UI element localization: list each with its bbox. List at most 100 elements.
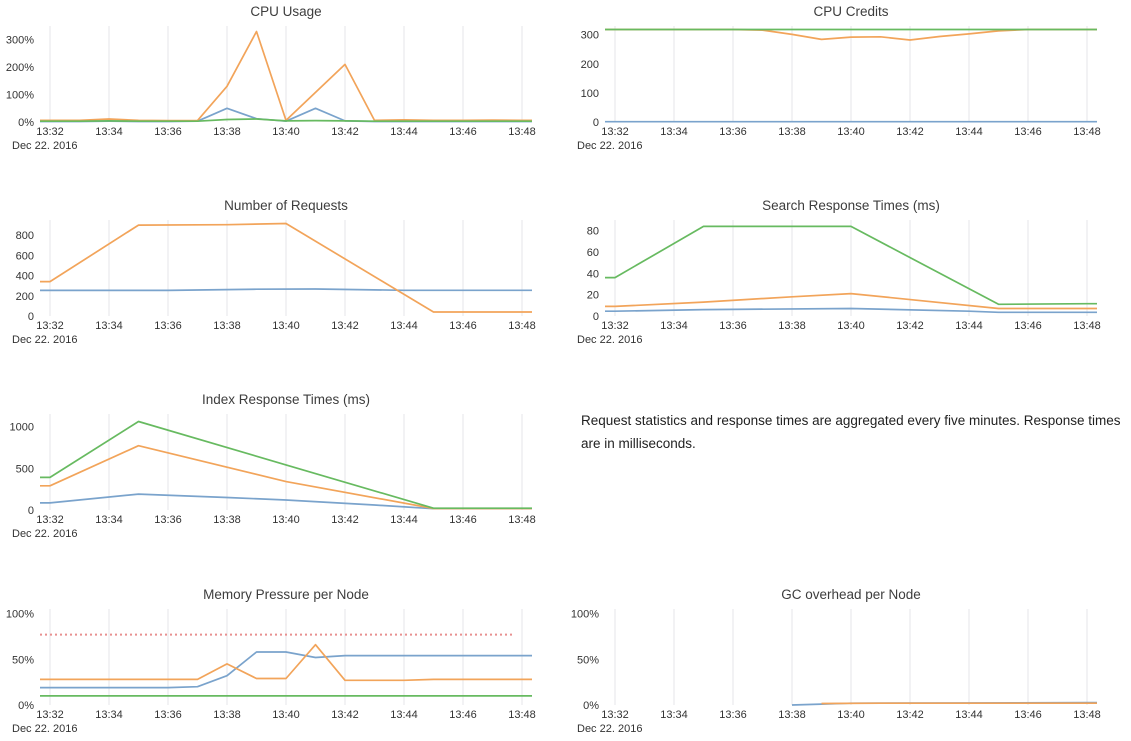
x-tick-label: 13:38: [213, 320, 241, 332]
series-line-blue: [40, 651, 532, 689]
x-tick-label: 13:44: [390, 514, 418, 526]
y-tick-label: 300: [581, 30, 599, 42]
x-tick-label: 13:46: [449, 320, 477, 332]
x-tick-label: 13:40: [272, 514, 300, 526]
panel-gc-overhead: GC overhead per Node 0% 50% 100% 13:32 13:34 1…: [565, 583, 1131, 741]
x-tick-label: 13:46: [449, 126, 477, 138]
x-tick-label: 13:48: [508, 709, 536, 721]
panel-cpu-usage: CPU Usage 0% 100% 200% 300% 13:32 13:34 13:36 13…: [0, 0, 565, 194]
y-tick-label: 40: [587, 268, 599, 280]
x-tick-label: 13:34: [95, 514, 123, 526]
panel-cpu-credits: CPU Credits 0 100 200 300 13:32 13:34 13:36 13:3…: [565, 0, 1131, 194]
x-tick-label: 13:48: [1073, 126, 1101, 138]
y-tick-label: 100%: [6, 90, 34, 102]
x-tick-label: 13:42: [896, 320, 924, 332]
chart-canvas[interactable]: GC overhead per Node 0% 50% 100% 13:32 13:34 1…: [565, 583, 1130, 739]
x-tick-label: 13:44: [955, 126, 983, 138]
series-line-green: [40, 420, 532, 510]
x-axis-date-label: Dec 22. 2016: [577, 723, 642, 735]
x-tick-label: 13:38: [778, 709, 806, 721]
y-tick-label: 50%: [577, 654, 599, 666]
x-tick-label: 13:38: [213, 709, 241, 721]
panel-number-of-requests: Number of Requests 0 200 400 600 800 13:32 13:3…: [0, 194, 565, 388]
y-tick-label: 500: [16, 463, 34, 475]
panel-index-response-times: Index Response Times (ms) 0 500 1000 13:32 13…: [0, 388, 565, 583]
x-tick-label: 13:34: [95, 709, 123, 721]
x-tick-label: 13:42: [331, 709, 359, 721]
gc-overhead-per-node-chart[interactable]: GC overhead per Node 0% 50% 100% 13:32 13:34 1…: [565, 583, 1130, 741]
x-axis-date-label: Dec 22. 2016: [12, 334, 77, 346]
x-tick-label: 13:34: [95, 320, 123, 332]
y-tick-label: 600: [16, 250, 34, 262]
y-tick-label: 60: [587, 247, 599, 259]
x-tick-label: 13:48: [1073, 320, 1101, 332]
x-tick-label: 13:46: [1014, 709, 1042, 721]
x-tick-label: 13:46: [1014, 320, 1042, 332]
chart-canvas[interactable]: Search Response Times (ms) 0 20 40 60 80 13:32…: [565, 194, 1130, 350]
x-tick-label: 13:36: [154, 126, 182, 138]
x-tick-label: 13:44: [390, 709, 418, 721]
x-tick-label: 13:34: [660, 709, 688, 721]
x-tick-label: 13:36: [154, 514, 182, 526]
x-tick-label: 13:32: [36, 514, 64, 526]
x-tick-label: 13:36: [154, 709, 182, 721]
chart-canvas[interactable]: Index Response Times (ms) 0 500 1000 13:32 13…: [0, 388, 565, 544]
y-tick-label: 100%: [571, 609, 599, 621]
memory-pressure-per-node-chart[interactable]: Memory Pressure per Node 0% 50% 100% 13:32 13…: [0, 583, 565, 741]
x-tick-label: 13:34: [95, 126, 123, 138]
series-line-green: [605, 225, 1097, 306]
x-tick-label: 13:40: [837, 709, 865, 721]
aggregation-note-text: Request statistics and response times ar…: [581, 413, 1121, 451]
y-tick-label: 50%: [12, 654, 34, 666]
cpu-credits-chart[interactable]: CPU Credits 0 100 200 300 13:32 13:34 13:36 13:3…: [565, 0, 1130, 158]
x-tick-label: 13:44: [955, 320, 983, 332]
x-tick-label: 13:32: [36, 709, 64, 721]
panel-note: Request statistics and response times ar…: [565, 388, 1131, 583]
x-tick-label: 13:34: [660, 320, 688, 332]
x-axis-date-label: Dec 22. 2016: [577, 140, 642, 152]
x-tick-label: 13:32: [601, 320, 629, 332]
y-tick-label: 100%: [6, 609, 34, 621]
y-tick-label: 0: [593, 117, 599, 129]
chart-title: Search Response Times (ms): [762, 198, 940, 213]
x-tick-label: 13:40: [837, 126, 865, 138]
y-tick-label: 0%: [18, 700, 34, 712]
chart-canvas[interactable]: CPU Credits 0 100 200 300 13:32 13:34 13:36 13:3…: [565, 0, 1130, 156]
x-tick-label: 13:44: [390, 320, 418, 332]
y-tick-label: 400: [16, 271, 34, 283]
chart-canvas[interactable]: CPU Usage 0% 100% 200% 300% 13:32 13:34 13:36 13…: [0, 0, 565, 156]
index-response-times-chart[interactable]: Index Response Times (ms) 0 500 1000 13:32 13…: [0, 388, 565, 546]
x-tick-label: 13:42: [331, 320, 359, 332]
x-tick-label: 13:32: [601, 709, 629, 721]
number-of-requests-chart[interactable]: Number of Requests 0 200 400 600 800 13:32 13:3…: [0, 194, 565, 352]
x-tick-label: 13:36: [154, 320, 182, 332]
x-tick-label: 13:48: [508, 320, 536, 332]
y-tick-label: 0: [28, 505, 34, 517]
y-tick-label: 20: [587, 290, 599, 302]
chart-canvas[interactable]: Number of Requests 0 200 400 600 800 13:32 13:3…: [0, 194, 565, 350]
x-axis-date-label: Dec 22. 2016: [577, 334, 642, 346]
y-tick-label: 0%: [583, 700, 599, 712]
series-line-orange: [40, 222, 532, 313]
x-tick-label: 13:40: [272, 709, 300, 721]
x-tick-label: 13:36: [719, 320, 747, 332]
x-tick-label: 13:46: [449, 709, 477, 721]
x-tick-label: 13:48: [1073, 709, 1101, 721]
cpu-usage-chart[interactable]: CPU Usage 0% 100% 200% 300% 13:32 13:34 13:36 13…: [0, 0, 565, 158]
search-response-times-chart[interactable]: Search Response Times (ms) 0 20 40 60 80 13:32…: [565, 194, 1130, 352]
y-tick-label: 1000: [10, 422, 34, 434]
x-tick-label: 13:36: [719, 709, 747, 721]
x-axis-date-label: Dec 22. 2016: [12, 723, 77, 735]
x-tick-label: 13:40: [272, 126, 300, 138]
x-tick-label: 13:46: [449, 514, 477, 526]
series-line-green: [40, 118, 532, 123]
y-tick-label: 200: [581, 59, 599, 71]
x-tick-label: 13:38: [213, 514, 241, 526]
chart-title: CPU Credits: [813, 4, 888, 19]
series-line-orange: [605, 292, 1097, 310]
chart-canvas[interactable]: Memory Pressure per Node 0% 50% 100% 13:32 13…: [0, 583, 565, 739]
series-line-blue: [605, 307, 1097, 314]
x-tick-label: 13:44: [955, 709, 983, 721]
panel-memory-pressure: Memory Pressure per Node 0% 50% 100% 13:32 13…: [0, 583, 565, 741]
